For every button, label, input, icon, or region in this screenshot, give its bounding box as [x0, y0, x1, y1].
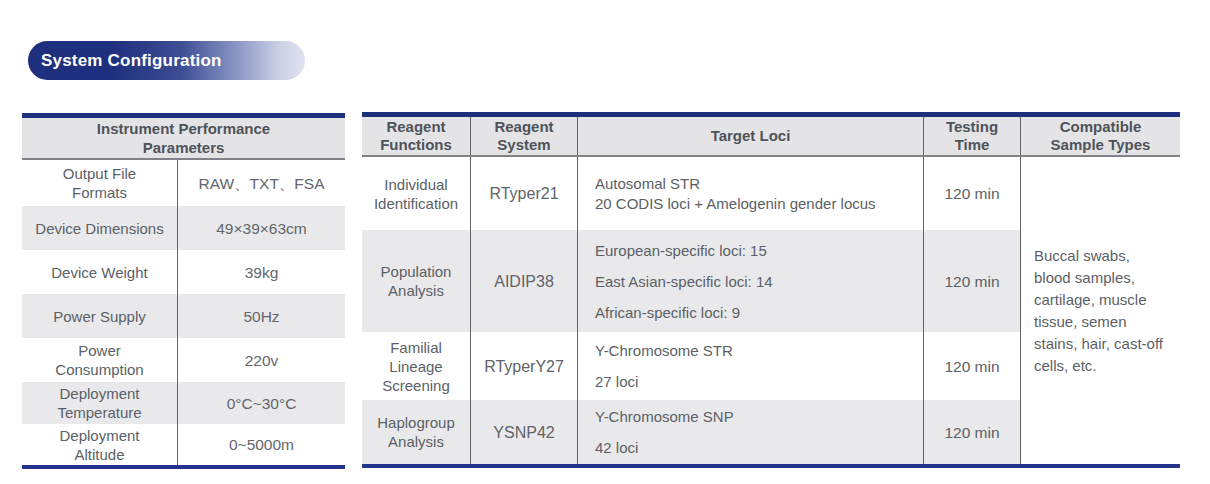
reagent-function-cell: Individual Identification — [362, 157, 470, 230]
parameter-name: Deployment Temperature — [22, 382, 178, 424]
column-header-target-loci: Target Loci — [577, 117, 923, 155]
parameter-value: 50Hz — [178, 294, 345, 338]
table-row: Output File Formats RAW、TXT、FSA — [22, 160, 345, 206]
testing-time-cell: 120 min — [923, 157, 1020, 230]
parameter-value: 220v — [178, 338, 345, 382]
section-title-banner: System Configuration — [28, 41, 305, 80]
parameter-name: Power Supply — [22, 294, 178, 338]
instrument-parameters-header: Instrument Performance Parameters — [22, 118, 345, 158]
target-loci-cell: Autosomal STR 20 CODIS loci + Amelogenin… — [577, 157, 923, 230]
compatible-sample-types-cell: Buccal swabs, blood samples, cartilage, … — [1020, 157, 1180, 464]
parameter-value: 0~5000m — [178, 424, 345, 465]
parameter-value: 49×39×63cm — [178, 206, 345, 250]
page-title: System Configuration — [28, 51, 222, 71]
column-header-reagent-system: Reagent System — [470, 117, 577, 155]
target-loci-cell: Y-Chromosome SNP 42 loci — [577, 400, 923, 464]
parameter-name: Power Consumption — [22, 338, 178, 382]
reagent-table-header-row: Reagent Functions Reagent System Target … — [362, 117, 1180, 155]
reagent-system-cell: AIDIP38 — [470, 230, 577, 332]
column-header-testing-time: Testing Time — [923, 117, 1020, 155]
testing-time-cell: 120 min — [923, 332, 1020, 400]
reagent-function-cell: Population Analysis — [362, 230, 470, 332]
table-bottom-border — [362, 464, 1180, 468]
column-header-reagent-functions: Reagent Functions — [362, 117, 470, 155]
parameter-name: Device Weight — [22, 250, 178, 294]
table-bottom-border — [22, 465, 345, 469]
parameter-value: 0°C~30°C — [178, 382, 345, 424]
table-row: Deployment Temperature 0°C~30°C — [22, 382, 345, 424]
table-row: Power Consumption 220v — [22, 338, 345, 382]
instrument-parameters-table: Instrument Performance Parameters Output… — [22, 113, 345, 469]
reagent-table-body: Individual Identification RTyper21 Autos… — [362, 157, 1180, 464]
reagent-system-cell: YSNP42 — [470, 400, 577, 464]
reagent-function-cell: Haplogroup Analysis — [362, 400, 470, 464]
reagent-system-cell: RTyper21 — [470, 157, 577, 230]
table-row: Power Supply 50Hz — [22, 294, 345, 338]
target-loci-cell: European-specific loci: 15 East Asian-sp… — [577, 230, 923, 332]
target-loci-cell: Y-Chromosome STR 27 loci — [577, 332, 923, 400]
reagent-system-cell: RTyperY27 — [470, 332, 577, 400]
page: System Configuration Instrument Performa… — [0, 0, 1210, 484]
parameter-value: 39kg — [178, 250, 345, 294]
testing-time-cell: 120 min — [923, 400, 1020, 464]
parameter-name: Deployment Altitude — [22, 424, 178, 465]
reagent-function-cell: Familial Lineage Screening — [362, 332, 470, 400]
table-row: Device Weight 39kg — [22, 250, 345, 294]
parameter-value: RAW、TXT、FSA — [178, 160, 345, 206]
parameter-name: Output File Formats — [22, 160, 178, 206]
column-header-compatible-sample-types: Compatible Sample Types — [1020, 117, 1180, 155]
table-row: Deployment Altitude 0~5000m — [22, 424, 345, 465]
testing-time-cell: 120 min — [923, 230, 1020, 332]
reagent-systems-table: Reagent Functions Reagent System Target … — [362, 112, 1180, 468]
table-row: Device Dimensions 49×39×63cm — [22, 206, 345, 250]
parameter-name: Device Dimensions — [22, 206, 178, 250]
